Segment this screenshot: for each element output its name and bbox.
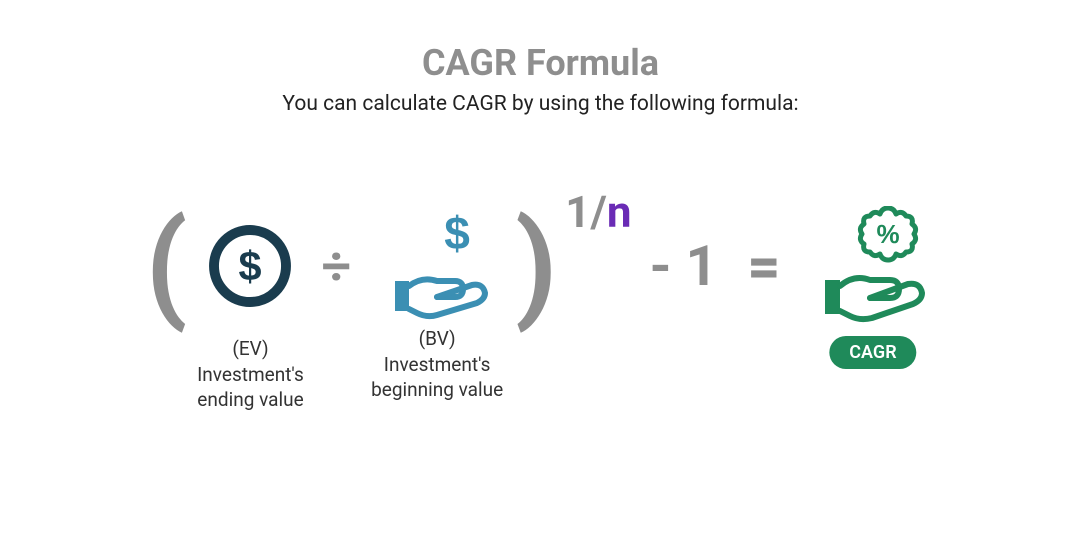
bv-abbrev: (BV) xyxy=(337,326,537,352)
bv-term: $ (BV) Investment's beginning value xyxy=(377,211,497,321)
page-title: CAGR Formula xyxy=(0,42,1081,84)
dollar-coin-icon: $ xyxy=(205,221,295,311)
hand-percent-icon: % xyxy=(810,206,935,326)
exponent-var: n xyxy=(607,186,632,238)
ev-term: $ (EV) Investment's ending value xyxy=(205,221,295,311)
bv-line2: beginning value xyxy=(337,377,537,403)
cagr-badge: CAGR xyxy=(829,336,916,369)
page-subtitle: You can calculate CAGR by using the foll… xyxy=(0,92,1081,116)
formula-row: ( $ (EV) Investment's ending value ÷ $ (… xyxy=(0,206,1081,326)
minus-one: - 1 xyxy=(650,233,718,299)
close-paren: ) xyxy=(515,206,557,326)
ev-line1: Investment's xyxy=(150,362,350,388)
result-term: % CAGR xyxy=(810,206,935,326)
hand-dollar-icon: $ xyxy=(377,211,497,321)
exponent-prefix: 1/ xyxy=(565,186,607,238)
exponent: 1/n xyxy=(565,186,631,238)
svg-text:%: % xyxy=(877,219,900,249)
bv-caption: (BV) Investment's beginning value xyxy=(337,326,537,403)
divide-op: ÷ xyxy=(313,236,359,297)
ev-line2: ending value xyxy=(150,387,350,413)
ev-caption: (EV) Investment's ending value xyxy=(150,336,350,413)
open-paren: ( xyxy=(146,206,188,326)
ev-abbrev: (EV) xyxy=(150,336,350,362)
bv-line1: Investment's xyxy=(337,352,537,378)
svg-text:$: $ xyxy=(444,211,470,259)
equals-op: = xyxy=(736,233,793,299)
svg-text:$: $ xyxy=(239,243,262,289)
header: CAGR Formula You can calculate CAGR by u… xyxy=(0,0,1081,116)
